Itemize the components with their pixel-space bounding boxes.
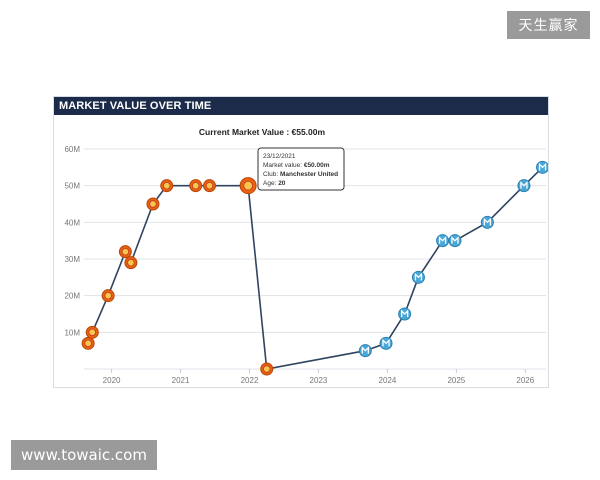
data-point [189, 179, 203, 193]
y-tick-label: 50M [64, 182, 80, 191]
x-tick-label: 2022 [241, 376, 259, 385]
watermark-top-right: 天生赢家 [507, 11, 590, 39]
data-point [517, 179, 531, 193]
panel-header: MARKET VALUE OVER TIME [54, 97, 548, 115]
crest-letter-icon [483, 217, 492, 226]
x-tick-label: 2020 [103, 376, 121, 385]
line-layer [87, 166, 544, 370]
crest-letter-icon [520, 181, 528, 189]
tooltip-club: Club: Manchester United [263, 171, 338, 178]
data-point [411, 270, 425, 284]
tooltip-market-value: Market value: €50.00m [263, 162, 330, 169]
x-tick-label: 2023 [310, 376, 328, 385]
x-tick-label: 2025 [447, 376, 465, 385]
crest-letter-icon [451, 236, 459, 244]
crest-inner-icon [121, 247, 130, 256]
crest-inner-icon [84, 339, 92, 348]
data-point [536, 160, 548, 174]
tooltip-box [257, 147, 345, 191]
series-line [87, 166, 544, 370]
data-point [436, 234, 450, 248]
data-point [448, 234, 462, 248]
data-point [358, 344, 372, 358]
data-point [379, 336, 393, 350]
market-value-panel: MARKET VALUE OVER TIME Current Market Va… [53, 96, 549, 388]
data-point [124, 256, 138, 270]
chart-title: Current Market Value : €55.00m [199, 127, 326, 137]
crest-letter-icon [382, 338, 390, 347]
data-point [85, 325, 99, 339]
data-point [81, 336, 95, 350]
tooltip-date: 23/12/2021 [263, 153, 296, 160]
crest-letter-icon [400, 309, 409, 317]
axis-layer: 10M 20M 30M 40M 50M 60M 2020 2021 2022 2023 2024 20… [64, 145, 534, 385]
x-tick-label: 2026 [516, 376, 534, 385]
data-point [260, 362, 274, 376]
data-point [118, 245, 132, 259]
crest-inner-icon [205, 181, 214, 190]
crest-letter-icon [538, 162, 547, 171]
data-point [160, 179, 174, 193]
watermark-bottom-left: www.towaic.com [11, 440, 157, 470]
crest-inner-icon [104, 291, 112, 300]
point-layer [81, 160, 548, 376]
crest-inner-icon [192, 181, 200, 190]
data-point [239, 177, 257, 195]
tooltip: 23/12/2021 Market value: €50.00m Club: Man… [257, 147, 345, 191]
data-point [101, 289, 115, 303]
data-point [480, 215, 494, 229]
x-tick-label: 2024 [379, 376, 397, 385]
y-tick-label: 20M [64, 292, 80, 301]
y-tick-label: 60M [64, 145, 80, 154]
crest-inner-icon [149, 200, 157, 208]
crest-letter-icon [361, 346, 369, 354]
crest-inner-icon [88, 328, 96, 337]
crest-inner-icon [163, 181, 171, 190]
crest-inner-icon [243, 180, 253, 191]
y-tick-label: 30M [64, 255, 80, 264]
data-point [202, 179, 216, 193]
x-tick-label: 2021 [172, 376, 190, 385]
data-point [398, 307, 412, 321]
market-value-chart: Current Market Value : €55.00m 10M 20M 30M… [64, 127, 548, 385]
y-tick-label: 40M [64, 218, 80, 227]
crest-letter-icon [414, 272, 423, 281]
data-point [146, 197, 160, 211]
crest-letter-icon [438, 236, 447, 244]
tooltip-age: Age: 20 [263, 180, 286, 187]
crest-inner-icon [127, 258, 135, 267]
crest-inner-icon [263, 365, 271, 373]
y-tick-label: 10M [64, 328, 80, 337]
